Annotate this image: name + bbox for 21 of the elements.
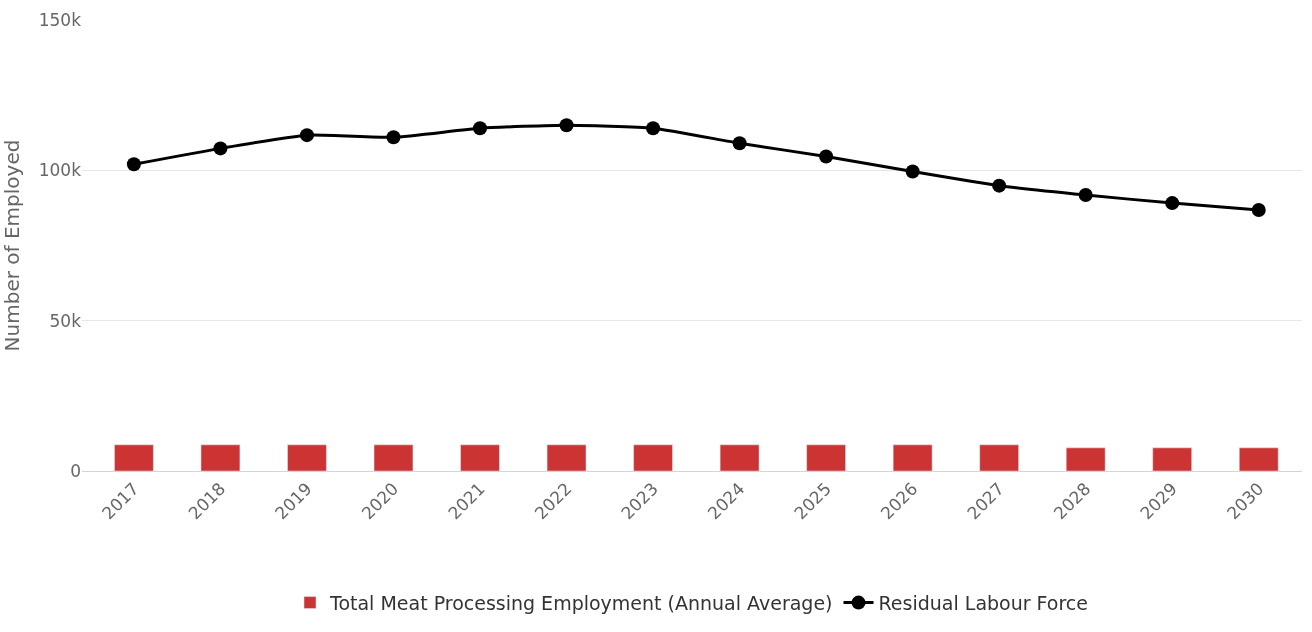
point [819, 149, 834, 164]
point [126, 157, 141, 172]
y-axis-title: Number of Employed [0, 139, 24, 352]
point [1078, 187, 1093, 202]
point [1251, 203, 1266, 218]
y-tick-label: 50k [49, 310, 82, 331]
point [299, 128, 314, 143]
y-tick-label: 150k [38, 9, 82, 30]
point [646, 121, 661, 136]
y-tick-label: 0 [70, 460, 81, 481]
y-tick-label: 100k [38, 160, 82, 181]
point [559, 118, 574, 133]
point [732, 136, 747, 151]
point [1165, 196, 1180, 211]
point [213, 141, 228, 156]
point [386, 130, 401, 145]
point [905, 164, 920, 179]
point [992, 178, 1007, 193]
point [473, 121, 488, 136]
legend-label: Total Meat Processing Employment (Annual Average) [329, 592, 833, 615]
legend-label: Residual Labour Force [878, 592, 1089, 615]
